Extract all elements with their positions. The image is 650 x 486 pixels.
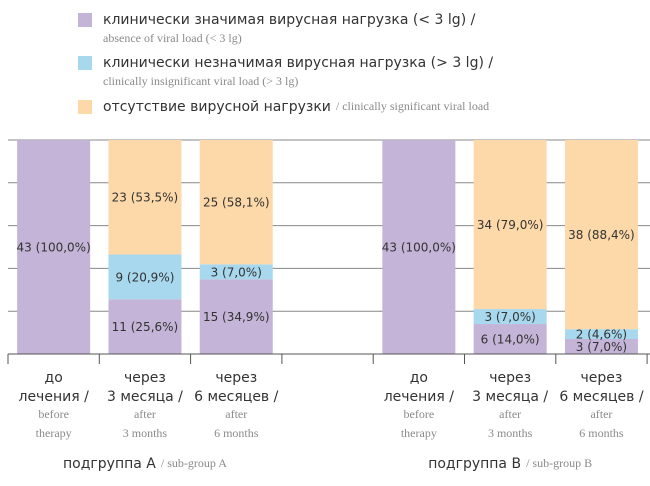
x-tick-label-en: before therapy xyxy=(401,407,437,440)
data-label: 34 (79,0%) xyxy=(477,218,544,232)
data-label: 3 (7,0%) xyxy=(484,310,535,324)
data-label: 6 (14,0%) xyxy=(481,333,540,347)
legend-swatch xyxy=(78,100,92,114)
bar-segment xyxy=(199,264,273,280)
x-tick-label-en: after 3 months xyxy=(123,407,168,440)
data-label: 3 (7,0%) xyxy=(211,265,262,279)
data-label: 15 (34,9%) xyxy=(203,310,270,324)
x-tick-label: через 3 месяца / xyxy=(472,370,548,405)
data-label: 38 (88,4%) xyxy=(568,228,635,242)
legend-swatch xyxy=(78,13,92,27)
x-tick-label: через 3 месяца / xyxy=(107,370,183,405)
x-tick-label: до лечения / xyxy=(19,370,90,405)
data-label: 11 (25,6%) xyxy=(112,320,179,334)
group-label-en: / sub-group A xyxy=(161,456,227,470)
legend-label: клинически значимая вирусная нагрузка (<… xyxy=(103,12,476,28)
bar-segment xyxy=(108,140,182,255)
x-tick-label-en: after 6 months xyxy=(579,407,624,440)
bar-segment xyxy=(17,140,91,354)
legend-label-en: clinically insignificant viral load (> 3… xyxy=(103,74,298,88)
data-label: 43 (100,0%) xyxy=(382,241,456,255)
x-tick-label-en: after 6 months xyxy=(214,407,259,440)
x-tick-label-en: before therapy xyxy=(36,407,72,440)
group-label-en: / sub-group B xyxy=(526,456,592,470)
data-label: 9 (20,9%) xyxy=(115,270,174,284)
legend-label-en: / clinically significant viral load xyxy=(336,99,489,113)
bar-segment xyxy=(108,254,182,300)
group-label: подгруппа В xyxy=(428,456,521,472)
data-label: 3 (7,0%) xyxy=(576,340,627,354)
legend-label: отсутствие вирусной нагрузки xyxy=(103,99,331,115)
bar-segment xyxy=(108,299,182,354)
x-tick-label: до лечения / xyxy=(384,370,455,405)
x-tick-label-en: after 3 months xyxy=(488,407,533,440)
data-label: 23 (53,5%) xyxy=(112,191,179,205)
x-tick-label: через 6 месяцев / xyxy=(559,370,643,405)
bar-segment xyxy=(564,329,638,340)
x-tick-label: через 6 месяцев / xyxy=(194,370,278,405)
bar-segment xyxy=(382,140,456,354)
bar-segment xyxy=(473,309,547,325)
data-label: 43 (100,0%) xyxy=(17,241,91,255)
bar-segment xyxy=(564,140,638,330)
bar-segment xyxy=(199,279,273,354)
data-label: 25 (58,1%) xyxy=(203,196,270,210)
bar-segment xyxy=(473,140,547,310)
legend-label-en: absence of viral load (< 3 lg) xyxy=(103,31,242,45)
data-label: 2 (4,6%) xyxy=(576,328,627,342)
bar-segment xyxy=(199,140,273,265)
bar-segment xyxy=(473,324,547,354)
bar-segment xyxy=(564,339,638,354)
legend-swatch xyxy=(78,56,92,70)
group-label: подгруппа А xyxy=(63,456,156,472)
legend-label: клинически незначимая вирусная нагрузка … xyxy=(103,55,493,71)
